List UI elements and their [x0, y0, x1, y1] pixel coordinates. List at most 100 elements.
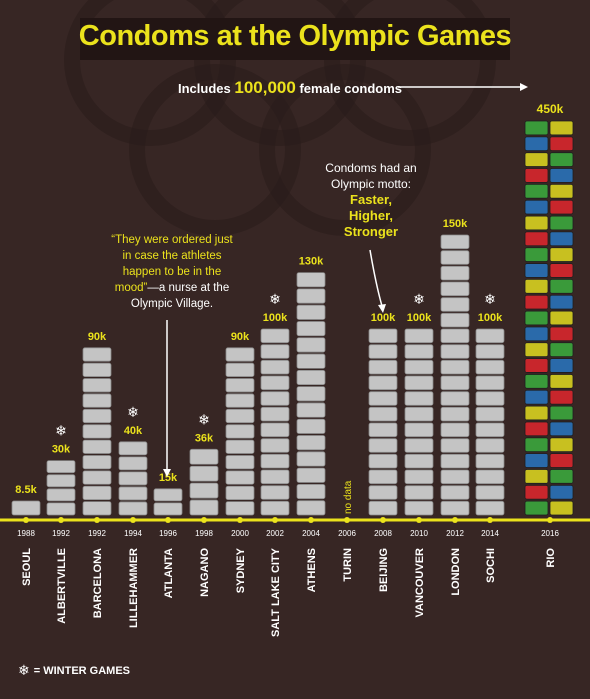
bar-14-packet-17-0: [524, 231, 549, 247]
value-label-3: 40k: [124, 425, 143, 437]
year-label-6: 2000: [231, 529, 249, 538]
year-label-4: 1996: [159, 529, 177, 538]
snowflake-icon-1: ❄: [55, 423, 67, 439]
chart-title: Condoms at the Olympic Games: [78, 20, 512, 52]
bar-7-packet-0: [260, 500, 290, 516]
bar-14-packet-9-0: [524, 358, 549, 373]
bar-12-packet-15: [440, 265, 470, 281]
bar-14-packet-2-0: [524, 469, 549, 484]
bar-14-packet-18-1: [549, 215, 574, 231]
city-label-3: LILLEHAMMER: [128, 548, 140, 628]
bar-7-packet-6: [260, 406, 290, 422]
bar-12-packet-3: [440, 453, 470, 469]
bar-14-packet-13-0: [524, 294, 549, 310]
bar-14-packet-20-0: [524, 183, 549, 199]
city-label-5: NAGANO: [199, 548, 211, 597]
axis-tick-12: [452, 517, 458, 523]
axis-tick-5: [201, 517, 207, 523]
motto-word-3: Stronger: [343, 224, 399, 239]
bar-7-packet-4: [260, 438, 290, 453]
year-label-10: 2008: [374, 529, 392, 538]
bar-14-packet-24-0: [524, 120, 549, 136]
motto-intro: Condoms had an Olympic motto:: [325, 161, 417, 191]
bar-14-packet-7-0: [524, 389, 549, 405]
bar-10-packet-9: [368, 359, 398, 375]
bar-13-packet-3: [475, 453, 505, 469]
bar-14-packet-8-0: [524, 374, 549, 389]
bar-14-packet-4-0: [524, 437, 549, 453]
bar-14-packet-11-1: [549, 326, 574, 342]
value-label-9: no data: [343, 480, 354, 514]
axis-tick-14: [547, 517, 553, 523]
bar-8-packet-5: [296, 418, 326, 434]
bar-14-packet-5-1: [549, 421, 574, 437]
year-label-3: 1994: [124, 529, 142, 538]
bar-11-packet-5: [404, 422, 434, 438]
bar-11-packet-1: [404, 485, 434, 500]
year-label-14: 2016: [541, 529, 559, 538]
bar-14-packet-15-0: [524, 263, 549, 278]
bar-6-packet-8: [225, 378, 255, 393]
city-label-0: SEOUL: [21, 548, 33, 586]
bar-12-packet-4: [440, 438, 470, 453]
bar-14-packet-6-0: [524, 405, 549, 421]
motto-arrowhead: [378, 304, 386, 313]
bar-7-packet-11: [260, 328, 290, 344]
bar-8-packet-11: [296, 321, 326, 337]
axis-tick-11: [416, 517, 422, 523]
snowflake-icon-5: ❄: [198, 411, 210, 427]
bar-7-packet-8: [260, 375, 290, 391]
axis-tick-7: [272, 517, 278, 523]
female-note-arrowhead: [520, 83, 528, 91]
snowflake-icon: ❄: [18, 662, 30, 678]
bar-10-packet-2: [368, 469, 398, 485]
bar-11-packet-11: [404, 328, 434, 344]
female-note-number: 100,000: [234, 78, 296, 97]
bar-8-packet-7: [296, 386, 326, 402]
bar-12-packet-2: [440, 469, 470, 485]
bar-13-packet-5: [475, 422, 505, 438]
axis-tick-6: [237, 517, 243, 523]
bar-14-packet-6-1: [549, 405, 574, 421]
bar-7-packet-2: [260, 469, 290, 485]
city-label-2: BARCELONA: [92, 548, 104, 618]
bar-5-packet-3: [189, 448, 219, 465]
bar-14-packet-24-1: [549, 120, 574, 136]
bar-10-packet-6: [368, 406, 398, 422]
bar-14-packet-17-1: [549, 231, 574, 247]
city-label-13: SOCHI: [485, 548, 497, 583]
bar-8-packet-10: [296, 337, 326, 353]
bar-4-packet-0: [153, 502, 183, 516]
bar-13-packet-0: [475, 500, 505, 516]
motto-annotation: Condoms had an Olympic motto: Faster, Hi…: [316, 160, 426, 240]
bar-12-packet-9: [440, 359, 470, 375]
bar-6-packet-5: [225, 424, 255, 439]
bar-8-packet-6: [296, 402, 326, 418]
bar-7-packet-9: [260, 359, 290, 375]
bar-14-packet-16-1: [549, 247, 574, 262]
axis-tick-8: [308, 517, 314, 523]
bar-14-packet-21-1: [549, 168, 574, 183]
year-label-13: 2014: [481, 529, 499, 538]
bar-12-packet-17: [440, 234, 470, 250]
bar-2-packet-7: [82, 393, 112, 408]
bar-11-packet-4: [404, 438, 434, 453]
bar-14-packet-16-0: [524, 247, 549, 262]
bar-13-packet-4: [475, 438, 505, 453]
bar-14-packet-11-0: [524, 326, 549, 342]
value-label-6: 90k: [231, 331, 250, 343]
bar-3-packet-0: [118, 501, 148, 516]
bar-1-packet-3: [46, 460, 76, 474]
value-label-13: 100k: [478, 312, 503, 324]
bar-12-packet-0: [440, 500, 470, 516]
bar-13-packet-9: [475, 359, 505, 375]
bar-14-packet-3-0: [524, 453, 549, 468]
year-label-8: 2004: [302, 529, 320, 538]
bar-13-packet-11: [475, 328, 505, 344]
bar-1-packet-1: [46, 488, 76, 502]
bar-5-packet-2: [189, 465, 219, 482]
title-background: [80, 18, 510, 60]
bar-11-packet-8: [404, 375, 434, 391]
bar-8-packet-3: [296, 451, 326, 467]
bar-14-packet-10-0: [524, 342, 549, 358]
